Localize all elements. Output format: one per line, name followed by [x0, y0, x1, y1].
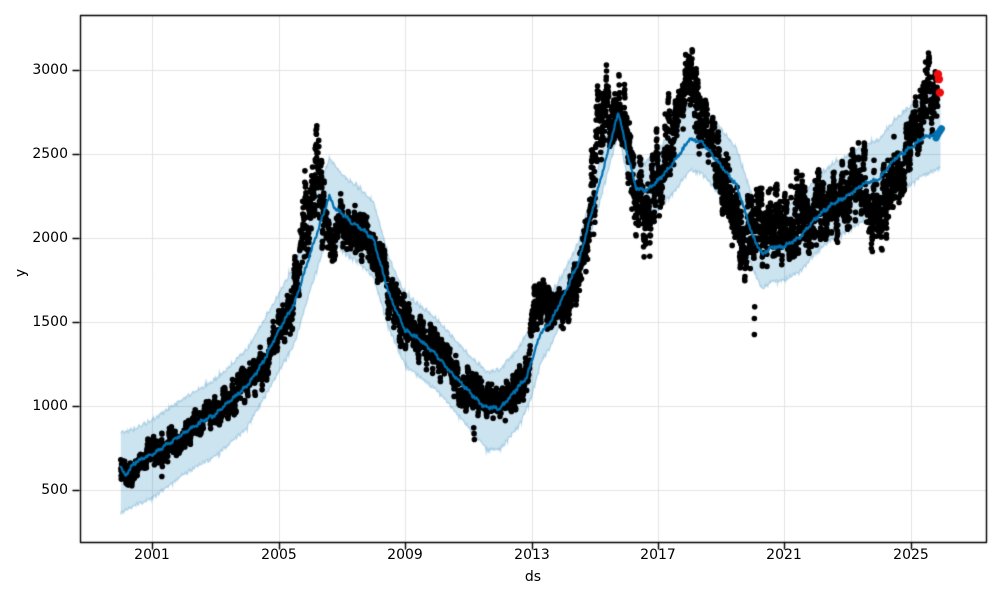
y-tick-label: 500	[41, 482, 68, 498]
y-tick-label: 2500	[32, 146, 68, 162]
y-tick-label: 1500	[32, 314, 68, 330]
y-tick-label: 2000	[32, 230, 68, 246]
x-tick-label: 2021	[766, 547, 802, 563]
y-tick-label: 1000	[32, 398, 68, 414]
x-tick-label: 2005	[261, 547, 297, 563]
y-tick-label: 3000	[32, 62, 68, 78]
x-tick-label: 2025	[893, 547, 929, 563]
x-axis-label: ds	[524, 569, 542, 585]
x-tick-label: 2001	[134, 547, 170, 563]
x-tick-label: 2009	[387, 547, 423, 563]
x-tick-label: 2013	[514, 547, 550, 563]
y-axis-label: y	[13, 268, 29, 278]
x-tick-label: 2017	[640, 547, 676, 563]
